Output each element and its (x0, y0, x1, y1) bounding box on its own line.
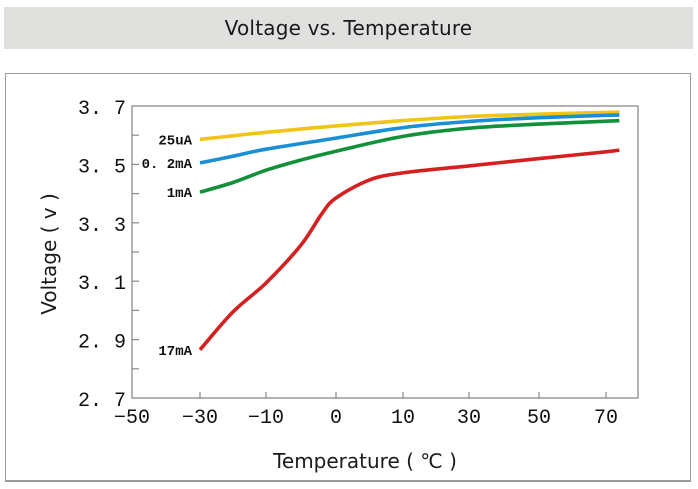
x-tick-label: −30 (182, 407, 218, 430)
series-label-17ma: 17mA (158, 344, 192, 360)
series-group (200, 112, 619, 350)
x-tick-label: 50 (527, 407, 551, 430)
y-tick-label: 3. 3 (78, 215, 126, 238)
x-axis-label: Temperature ( ℃ ) (272, 449, 457, 473)
x-tick-label: 10 (391, 407, 415, 430)
y-axis-label: Voltage ( v ) (37, 193, 61, 315)
series-label-1ma: 1mA (167, 186, 193, 202)
x-tick-label: −50 (114, 407, 150, 430)
y-tick-label: 3. 5 (78, 156, 126, 179)
y-tick-label: 2. 9 (78, 332, 126, 355)
y-tick-label: 3. 7 (78, 98, 126, 121)
y-tick-label: 3. 1 (78, 273, 126, 296)
x-tick-label: 30 (457, 407, 481, 430)
x-tick-label: −10 (248, 407, 284, 430)
series-label-0-2ma: 0. 2mA (142, 157, 193, 173)
voltage-temperature-chart: 3. 73. 53. 33. 12. 92. 7−50−30−100103050… (0, 0, 698, 489)
series-line-17ma (200, 150, 619, 350)
x-tick-label: 70 (594, 407, 618, 430)
x-tick-label: 0 (330, 407, 342, 430)
labels-group: 25uA 0. 2mA 1mA 17mA (142, 133, 193, 360)
plot-area-border (132, 106, 638, 398)
series-label-25ua: 25uA (158, 133, 192, 149)
